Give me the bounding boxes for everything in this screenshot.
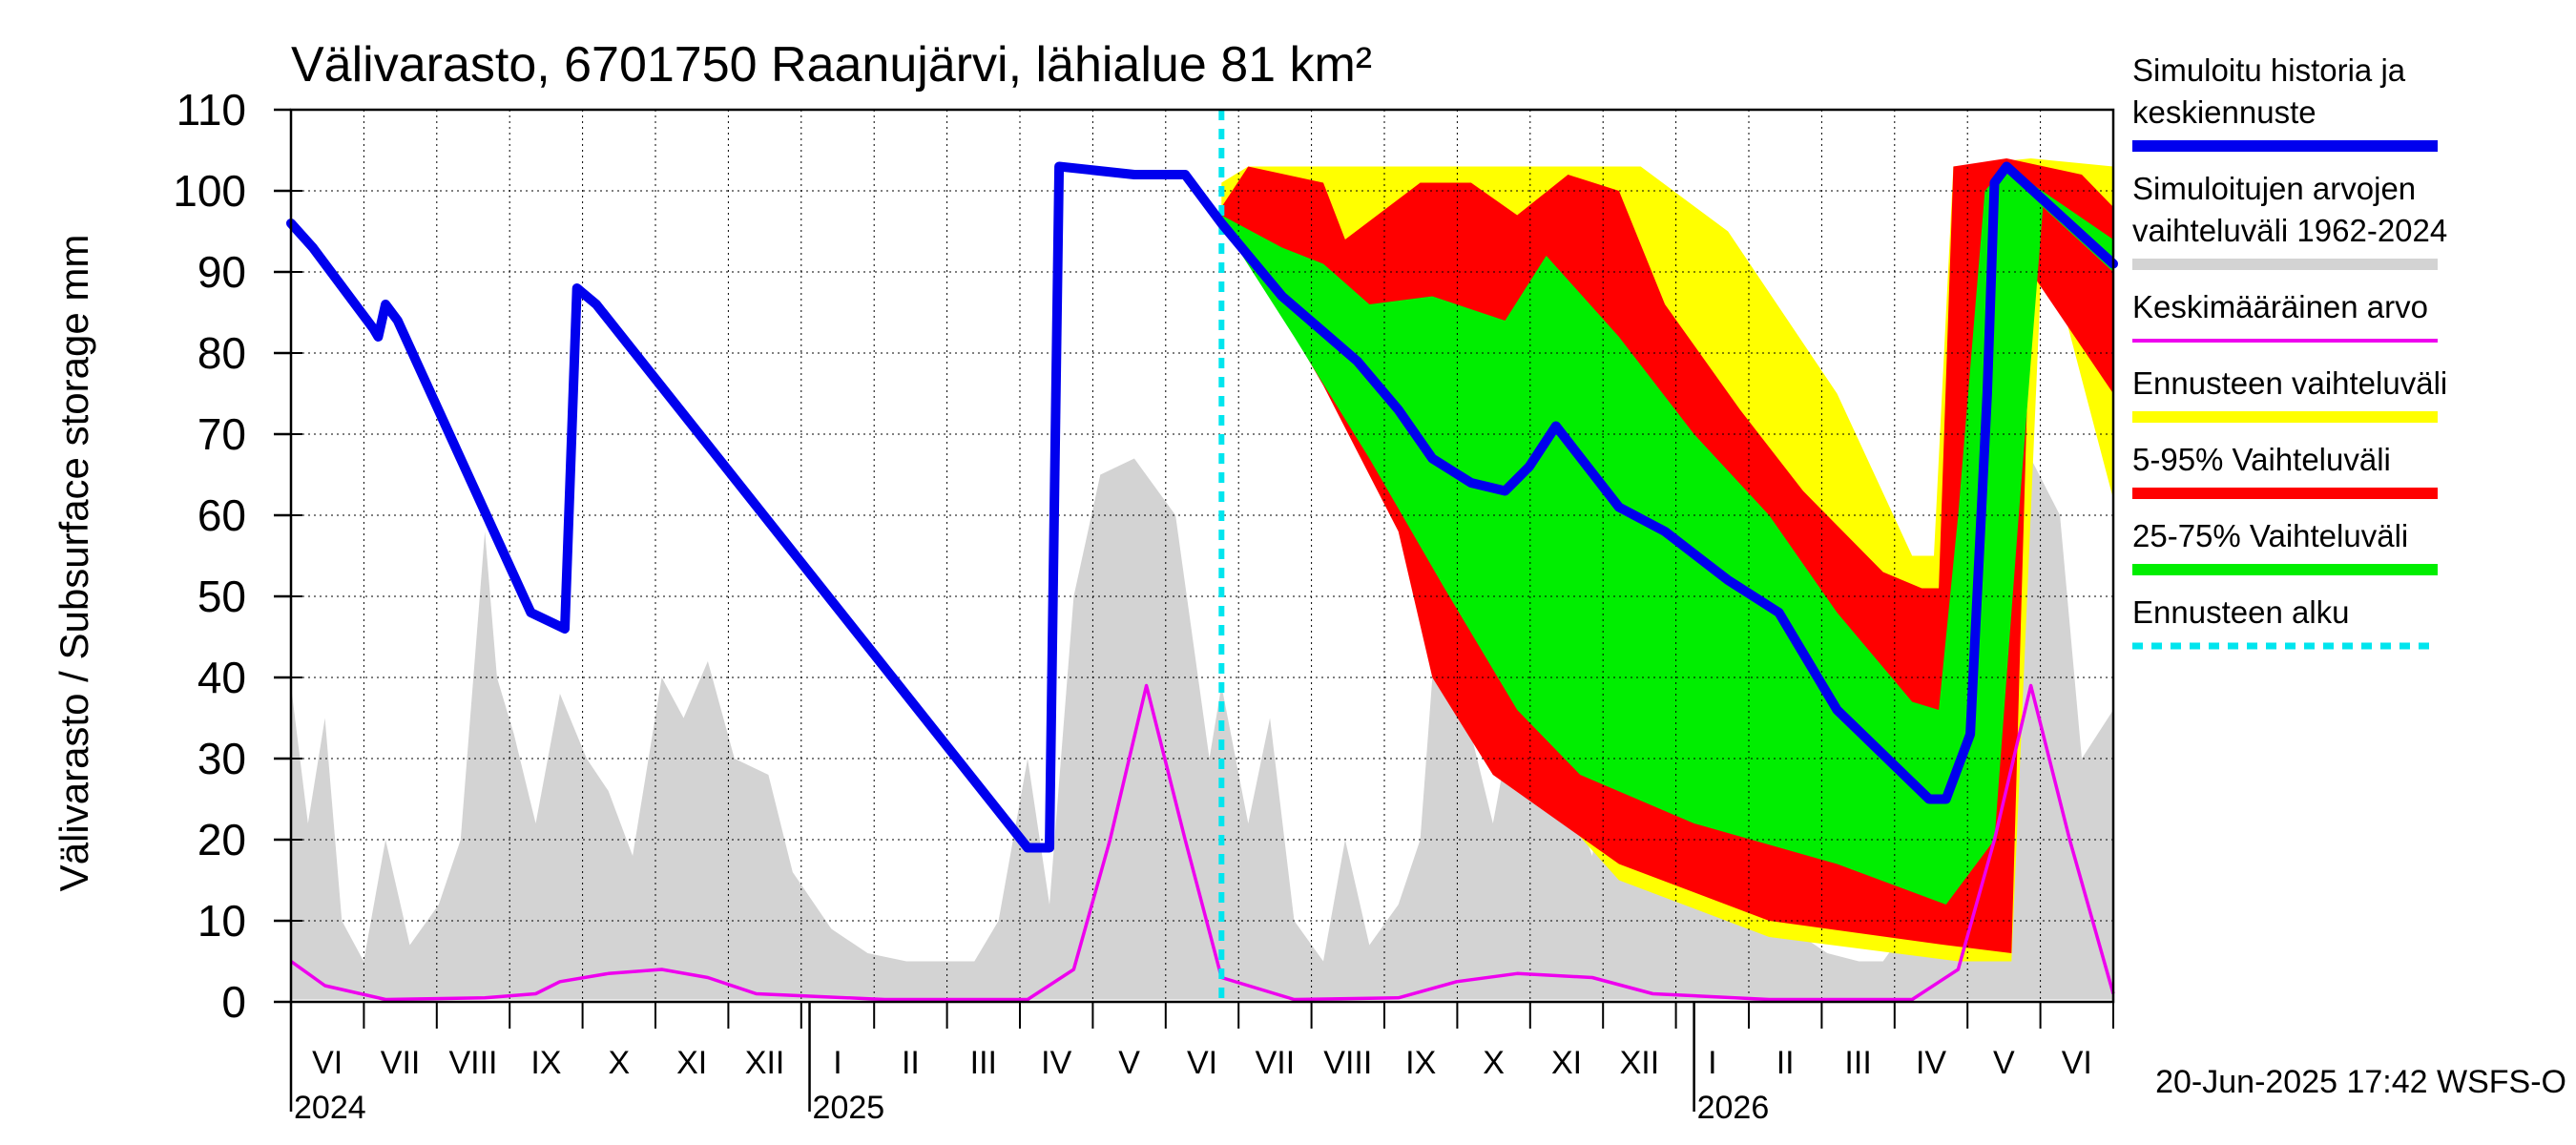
x-month-label: XI	[1551, 1045, 1582, 1081]
legend-label: Ennusteen vaihteluväli	[2132, 365, 2447, 401]
y-axis-label: Välivarasto / Subsurface storage mm	[52, 235, 96, 892]
x-month-label: IX	[1405, 1045, 1436, 1081]
x-month-label: VI	[312, 1045, 343, 1081]
legend-label: Keskimääräinen arvo	[2132, 289, 2428, 324]
legend-label: 25-75% Vaihteluväli	[2132, 518, 2408, 553]
x-month-label: VIII	[1323, 1045, 1372, 1081]
y-tick-label: 70	[197, 409, 246, 459]
legend-label: 5-95% Vaihteluväli	[2132, 442, 2391, 477]
x-month-label: III	[970, 1045, 997, 1081]
series-mean-line	[289, 683, 2115, 1002]
x-month-label: IV	[1916, 1045, 1946, 1081]
y-tick-label: 10	[197, 896, 246, 946]
x-year-label: 2026	[1697, 1090, 1770, 1126]
x-month-label: I	[833, 1045, 841, 1081]
y-tick-label: 90	[197, 247, 246, 297]
x-month-label: VI	[1187, 1045, 1217, 1081]
x-month-label: VI	[2062, 1045, 2092, 1081]
x-month-label: VIII	[448, 1045, 497, 1081]
x-month-label: X	[608, 1045, 630, 1081]
x-month-label: II	[902, 1045, 920, 1081]
legend-label: Simuloitujen arvojen	[2132, 171, 2416, 206]
y-tick-label: 100	[173, 166, 246, 216]
y-tick-label: 60	[197, 490, 246, 540]
footer-timestamp: 20-Jun-2025 17:42 WSFS-O	[2155, 1064, 2566, 1100]
y-tick-label: 110	[177, 85, 246, 135]
x-month-label: IX	[530, 1045, 561, 1081]
x-year-label: 2024	[294, 1090, 366, 1126]
x-month-label: V	[1993, 1045, 2015, 1081]
legend-label: Ennusteen alku	[2132, 594, 2350, 630]
x-month-label: XI	[676, 1045, 707, 1081]
y-tick-label: 40	[197, 653, 246, 702]
legend-label: keskiennuste	[2132, 94, 2316, 130]
series-line-layer	[286, 110, 2118, 1002]
y-tick-label: 80	[197, 328, 246, 378]
x-month-label: XII	[1620, 1045, 1660, 1081]
legend-label: vaihteluväli 1962-2024	[2132, 213, 2447, 248]
x-month-label: IV	[1041, 1045, 1071, 1081]
x-month-label: VII	[381, 1045, 421, 1081]
legend-label: Simuloitu historia ja	[2132, 52, 2406, 88]
y-tick-label: 0	[221, 977, 246, 1027]
x-month-label: VII	[1256, 1045, 1296, 1081]
x-month-label: V	[1118, 1045, 1140, 1081]
x-month-label: III	[1844, 1045, 1871, 1081]
y-tick-label: 20	[197, 815, 246, 864]
plot-frame	[289, 108, 2115, 1004]
x-year-label: 2025	[813, 1090, 885, 1126]
chart-title: Välivarasto, 6701750 Raanujärvi, lähialu…	[291, 37, 1372, 93]
legend: Simuloitu historia ja keskiennuste Simuloi…	[2132, 52, 2447, 650]
y-tick-label: 30	[197, 734, 246, 783]
x-month-label: XII	[745, 1045, 785, 1081]
y-tick-label: 50	[197, 572, 246, 621]
plot-area	[286, 109, 2118, 1002]
x-month-label: II	[1776, 1045, 1795, 1081]
series-simulated-line	[286, 161, 2118, 853]
x-month-label: X	[1483, 1045, 1505, 1081]
x-month-label: I	[1708, 1045, 1716, 1081]
